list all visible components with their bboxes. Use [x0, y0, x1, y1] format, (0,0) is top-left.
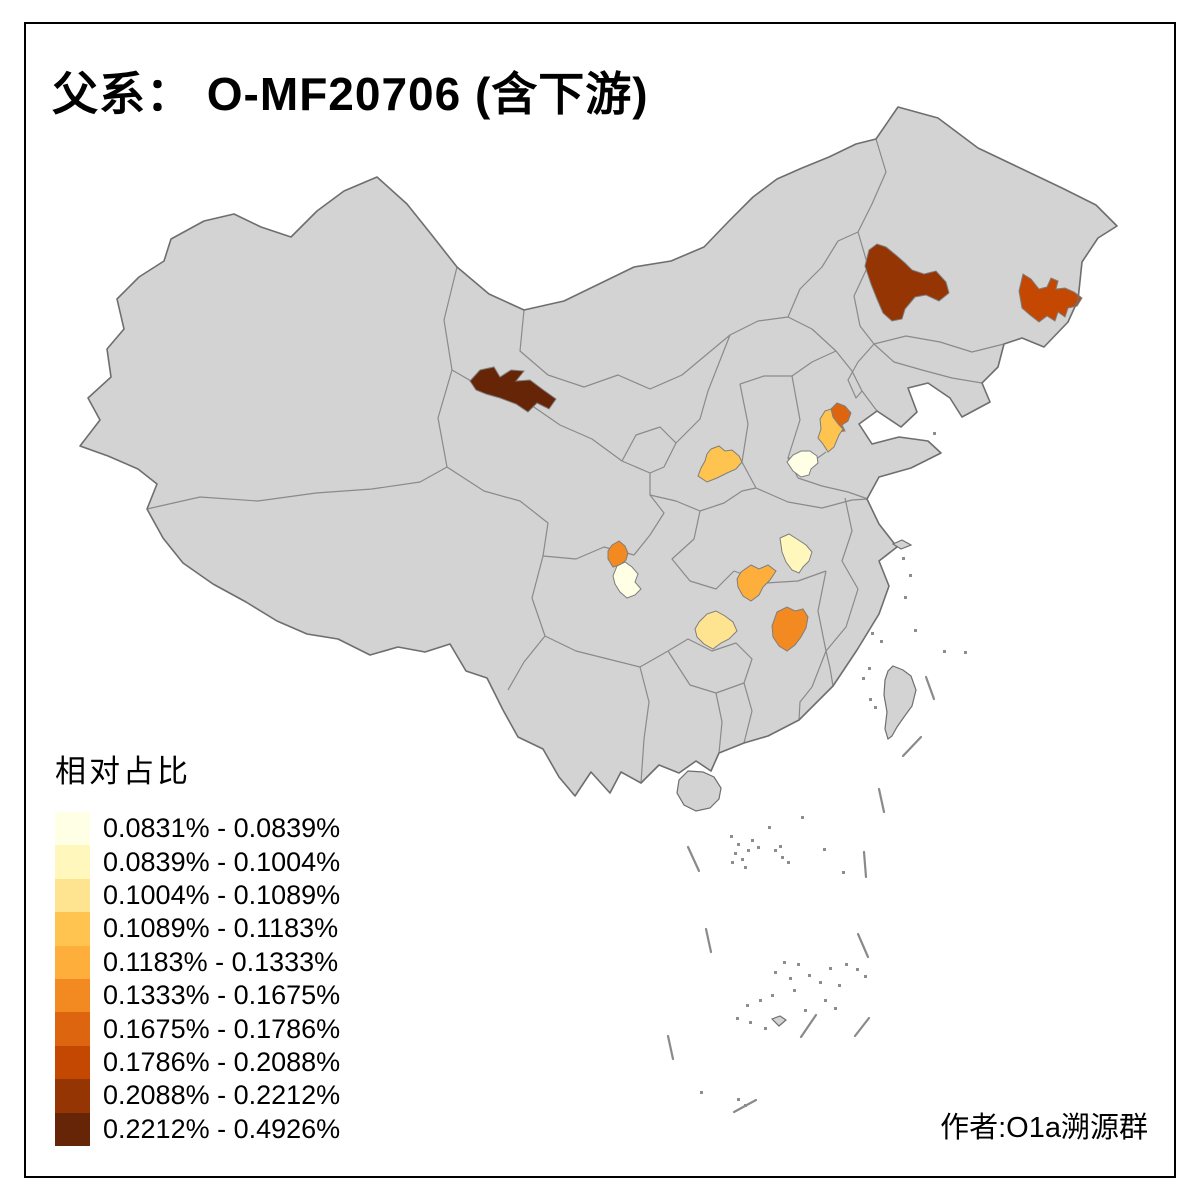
legend-range-label: 0.1333% - 0.1675% [103, 980, 341, 1011]
map-region-east-heilongjiang [1018, 273, 1083, 323]
mainland-landmass [80, 107, 1117, 796]
coastal-islet [891, 539, 913, 550]
national-outline [79, 106, 1118, 797]
map-region-northwest-hunan [736, 564, 777, 602]
legend-color-swatch [55, 845, 90, 879]
legend-entry: 0.2212% - 0.4926% [55, 1112, 341, 1146]
map-region-central-hubei [779, 533, 813, 574]
islands [676, 539, 917, 1027]
highlighted-regions [469, 243, 1083, 652]
legend-entry: 0.1004% - 0.1089% [55, 878, 341, 913]
legend-entry: 0.1089% - 0.1183% [55, 912, 340, 946]
south-sea-islet [770, 1015, 787, 1027]
legend-entries: 0.0831% - 0.0839% 0.0839% - 0.1004% 0.1004… [55, 812, 340, 1146]
legend-range-label: 0.1786% - 0.2088% [103, 1046, 341, 1077]
legend-color-swatch [55, 1112, 90, 1146]
legend-range-label: 0.1675% - 0.1786% [103, 1013, 341, 1044]
legend-entry: 0.1786% - 0.2088% [55, 1045, 341, 1080]
map-region-east-inner-mongolia [864, 243, 950, 322]
island-specks [700, 432, 967, 1107]
legend-range-label: 0.0831% - 0.0839% [103, 813, 341, 844]
map-region-south-hebei [786, 450, 819, 478]
legend-color-swatch [55, 912, 90, 946]
legend-color-swatch [55, 1045, 90, 1080]
figure-title: 父系： O-MF20706 (含下游) [52, 68, 649, 120]
legend-color-swatch [55, 878, 90, 913]
legend-range-label: 0.1004% - 0.1089% [103, 879, 341, 910]
taiwan-island [883, 665, 917, 740]
legend-entry: 0.1333% - 0.1675% [55, 978, 341, 1013]
legend-entry: 0.2088% - 0.2212% [55, 1079, 341, 1113]
legend-range-label: 0.0839% - 0.1004% [103, 846, 341, 877]
legend: 相对占比 0.0831% - 0.0839% 0.0839% - 0.1004% 0… [55, 746, 340, 1146]
legend-color-swatch [55, 1079, 90, 1113]
legend-entry: 0.1183% - 0.1333% [55, 945, 340, 979]
legend-entry: 0.1675% - 0.1786% [55, 1012, 341, 1046]
legend-entry: 0.0831% - 0.0839% [55, 812, 341, 846]
map-region-shaanxi-gansu-border [697, 445, 743, 483]
map-region-west-shandong [817, 408, 844, 453]
legend-range-label: 0.2088% - 0.2212% [103, 1080, 341, 1111]
legend-color-swatch [55, 1012, 90, 1046]
legend-range-label: 0.1089% - 0.1183% [103, 913, 339, 944]
legend-title: 相对占比 [55, 754, 191, 789]
map-region-chengdu-area [612, 561, 642, 599]
attribution-text: 作者:O1a溯源群 [940, 1112, 1148, 1144]
map-region-north-guizhou [694, 610, 738, 650]
legend-range-label: 0.1183% - 0.1333% [103, 946, 339, 977]
map-region-gansu-hexi-corridor [469, 366, 557, 413]
legend-range-label: 0.2212% - 0.4926% [103, 1113, 341, 1144]
legend-color-swatch [55, 978, 90, 1013]
legend-color-swatch [55, 945, 90, 979]
map-region-central-hunan [771, 606, 809, 652]
hainan-island [676, 770, 722, 812]
legend-entry: 0.0839% - 0.1004% [55, 845, 341, 879]
legend-color-swatch [55, 812, 90, 846]
nine-dash-line [666, 675, 936, 1114]
